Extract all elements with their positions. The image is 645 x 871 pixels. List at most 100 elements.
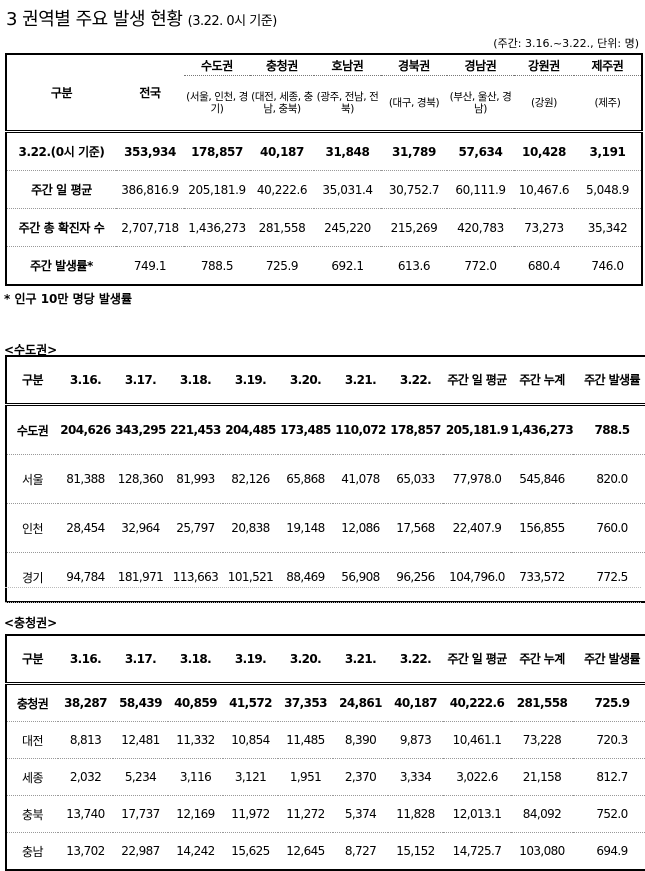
cell: 81,993 [168,454,223,504]
region-sub: (부산, 울산, 경남) [447,75,514,133]
cell: 812.7 [573,758,645,796]
cell: 11,332 [168,721,223,759]
table-row: 대전 8,813 12,481 11,332 10,854 11,485 8,3… [6,721,645,759]
table-row: 경기 94,784 181,971 113,663 101,521 88,469… [6,553,645,603]
cell: 17,568 [388,503,443,553]
cell: 12,086 [333,503,388,553]
cell: 613.6 [397,258,431,273]
cell: 40,859 [168,683,223,722]
cell: 10,854 [223,721,278,759]
cell: 5,048.9 [574,170,642,209]
cell: 725.9 [573,683,645,722]
table-row: 충북 13,740 17,737 12,169 11,972 11,272 5,… [6,795,645,833]
cell: 12,013.1 [443,795,511,833]
cell: 65,033 [388,454,443,504]
cell: 720.3 [573,721,645,759]
cell: 733,572 [519,570,565,584]
page-title-main: 3 권역별 주요 발생 현황 [6,9,183,30]
table-row: 충남 13,702 22,987 14,242 15,625 12,645 8,… [6,833,645,871]
column-header: 구분 [6,635,58,685]
cell: 35,031.4 [314,170,381,209]
column-header: 3.17. [113,635,168,685]
cell: 11,272 [278,795,333,833]
cell: 10,467.6 [514,170,574,209]
column-header: 주간 누계 [511,356,573,406]
cell: 12,169 [168,795,223,833]
cell: 84,092 [511,795,573,833]
column-header: 3.16. [58,635,113,685]
cell: 772.0 [464,258,497,273]
cell: 103,080 [519,844,565,858]
cell: 58,439 [113,683,168,722]
cell: 15,152 [396,844,435,858]
cell: 9,873 [388,721,443,759]
column-header: 구분 [6,356,58,406]
cell: 22,407.9 [443,503,511,553]
cell: 22,987 [121,844,160,858]
cell: 8,813 [58,721,113,759]
cell: 281,558 [511,683,573,722]
row-label: 인천 [6,503,58,553]
cell: 386,816.9 [116,170,184,209]
row-label: 대전 [6,721,58,759]
row-label: 서울 [6,454,58,504]
chungcheong-header-row: 구분 3.16. 3.17. 3.18. 3.19. 3.20. 3.21. 3… [6,635,645,685]
column-header: 3.18. [168,635,223,685]
cell: 680.4 [527,258,561,273]
region-sub: (대전, 세종, 충남, 충북) [250,75,314,133]
cell: 21,158 [511,758,573,796]
row-label: 충북 [6,795,58,833]
section-divider [5,587,641,603]
summary-row: 주간 총 확진자 수 2,707,718 1,436,273 281,558 2… [6,208,642,247]
row-label: 경기 [22,570,43,585]
cell: 30,752.7 [381,170,447,209]
region-name: 제주권 [574,54,642,76]
cell: 113,663 [172,570,219,584]
chungcheong-table: 구분 3.16. 3.17. 3.18. 3.19. 3.20. 3.21. 3… [5,634,645,871]
row-label: 주간 총 확진자 수 [6,208,116,247]
cell: 3,334 [388,758,443,796]
capital-table: 구분 3.16. 3.17. 3.18. 3.19. 3.20. 3.21. 3… [5,355,645,603]
cell: 281,558 [250,208,314,247]
cell: 10,461.1 [443,721,511,759]
cell: 73,228 [511,721,573,759]
cell: 760.0 [573,503,645,553]
summary-header-label: 구분 [6,54,116,133]
cell: 11,485 [278,721,333,759]
row-label: 주간 일 평균 [6,170,116,209]
cell: 1,436,273 [184,208,250,247]
table-row: 서울 81,388 128,360 81,993 82,126 65,868 4… [6,454,645,504]
cell: 205,181.9 [443,404,511,455]
cell: 13,702 [66,844,105,858]
cell: 3,191 [574,131,642,171]
region-sub: (제주) [574,75,642,133]
cell: 14,725.7 [452,844,502,858]
column-header: 주간 일 평균 [443,635,511,685]
cell: 104,796.0 [449,570,505,584]
region-name: 강원권 [514,54,574,76]
cell: 13,740 [58,795,113,833]
cell: 5,234 [113,758,168,796]
cell: 20,838 [223,503,278,553]
cell: 32,964 [113,503,168,553]
cell: 101,521 [227,570,274,584]
row-label: 충남 [22,844,43,859]
summary-row: 주간 일 평균 386,816.9 205,181.9 40,222.6 35,… [6,170,642,209]
cell: 38,287 [58,683,113,722]
cell: 173,485 [278,404,333,455]
cell: 31,848 [314,131,381,171]
region-sub: (대구, 경북) [381,75,447,133]
region-name: 경남권 [447,54,514,76]
summary-header-total: 전국 [116,54,184,133]
column-header: 3.18. [168,356,223,406]
cell: 1,436,273 [511,404,573,455]
column-header: 주간 발생률 [573,356,645,406]
cell: 12,481 [113,721,168,759]
region-sub: (광주, 전남, 전북) [314,75,381,133]
column-header: 주간 발생률 [573,635,645,685]
region-sub: (강원) [514,75,574,133]
cell: 28,454 [58,503,113,553]
cell: 1,951 [278,758,333,796]
table-row: 충청권 38,287 58,439 40,859 41,572 37,353 2… [6,683,645,722]
column-header: 3.19. [223,356,278,406]
